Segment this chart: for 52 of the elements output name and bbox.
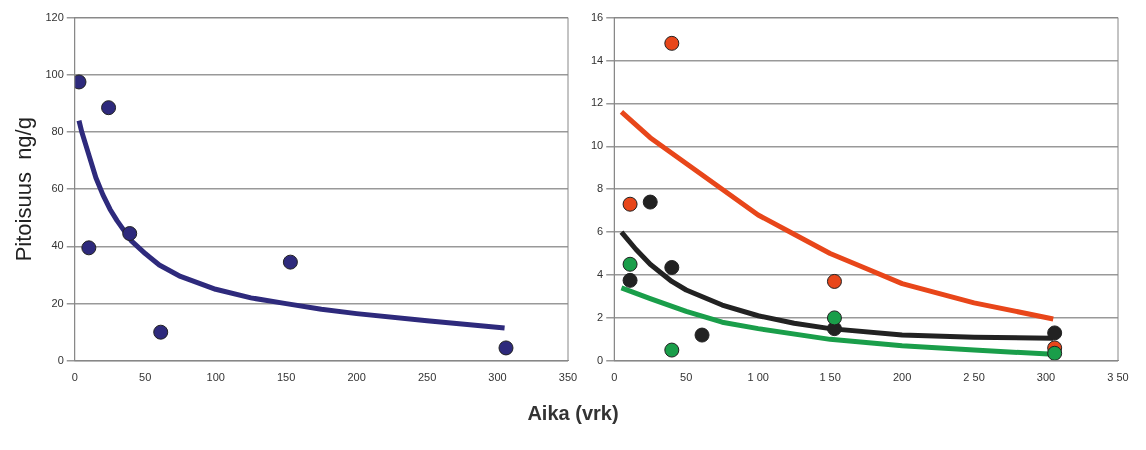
point [1047, 345, 1063, 361]
x-tick-label: 50 [680, 371, 693, 384]
y-tick-label: 6 [597, 225, 604, 238]
y-tick-label: 100 [45, 67, 64, 80]
point [664, 35, 680, 51]
point [282, 254, 298, 270]
point [664, 259, 680, 275]
x-tick-label: 0 [611, 371, 618, 384]
point [153, 324, 169, 340]
y-tick-label: 12 [590, 96, 604, 109]
point [122, 226, 138, 242]
point [642, 194, 658, 210]
y-tick-label: 40 [51, 239, 64, 252]
x-tick-label: 350 [558, 371, 578, 384]
x-tick-label: 200 [892, 371, 912, 384]
point [622, 196, 638, 212]
point [498, 340, 514, 356]
y-tick-label: 0 [57, 353, 64, 366]
x-tick-label: 2 50 [963, 371, 985, 384]
x-axis-title: Aika (vrk) [526, 402, 620, 425]
point [826, 310, 842, 326]
y-tick-label: 0 [597, 353, 604, 366]
point [101, 100, 117, 116]
x-tick-label: 50 [139, 371, 152, 384]
y-tick-label: 80 [51, 125, 64, 138]
x-tick-label: 300 [1036, 371, 1056, 384]
point [622, 256, 638, 272]
x-tick-label: 300 [488, 371, 507, 384]
y-tick-label: 120 [45, 10, 64, 23]
y-tick-label: 2 [597, 310, 604, 323]
x-tick-label: 3 50 [1107, 371, 1129, 384]
y-tick-label: 16 [590, 10, 604, 23]
y-tick-label: 14 [590, 53, 604, 66]
point [694, 327, 710, 343]
point [1047, 325, 1063, 341]
y-tick-label: 60 [51, 182, 64, 195]
y-tick-label: 8 [597, 182, 604, 195]
x-tick-label: 200 [347, 371, 366, 384]
point [826, 273, 842, 289]
x-tick-label: 1 00 [747, 371, 769, 384]
point [664, 342, 680, 358]
y-axis-title: Pitoisuus ng/g [11, 117, 37, 262]
point [81, 240, 97, 256]
x-tick-label: 0 [71, 371, 78, 384]
y-tick-label: 10 [590, 139, 604, 152]
y-tick-label: 4 [597, 268, 604, 281]
x-tick-label: 250 [417, 371, 437, 384]
x-tick-label: 100 [206, 371, 225, 384]
y-tick-label: 20 [51, 296, 64, 309]
x-tick-label: 1 50 [819, 371, 841, 384]
x-tick-label: 150 [276, 371, 296, 384]
point [622, 272, 638, 288]
